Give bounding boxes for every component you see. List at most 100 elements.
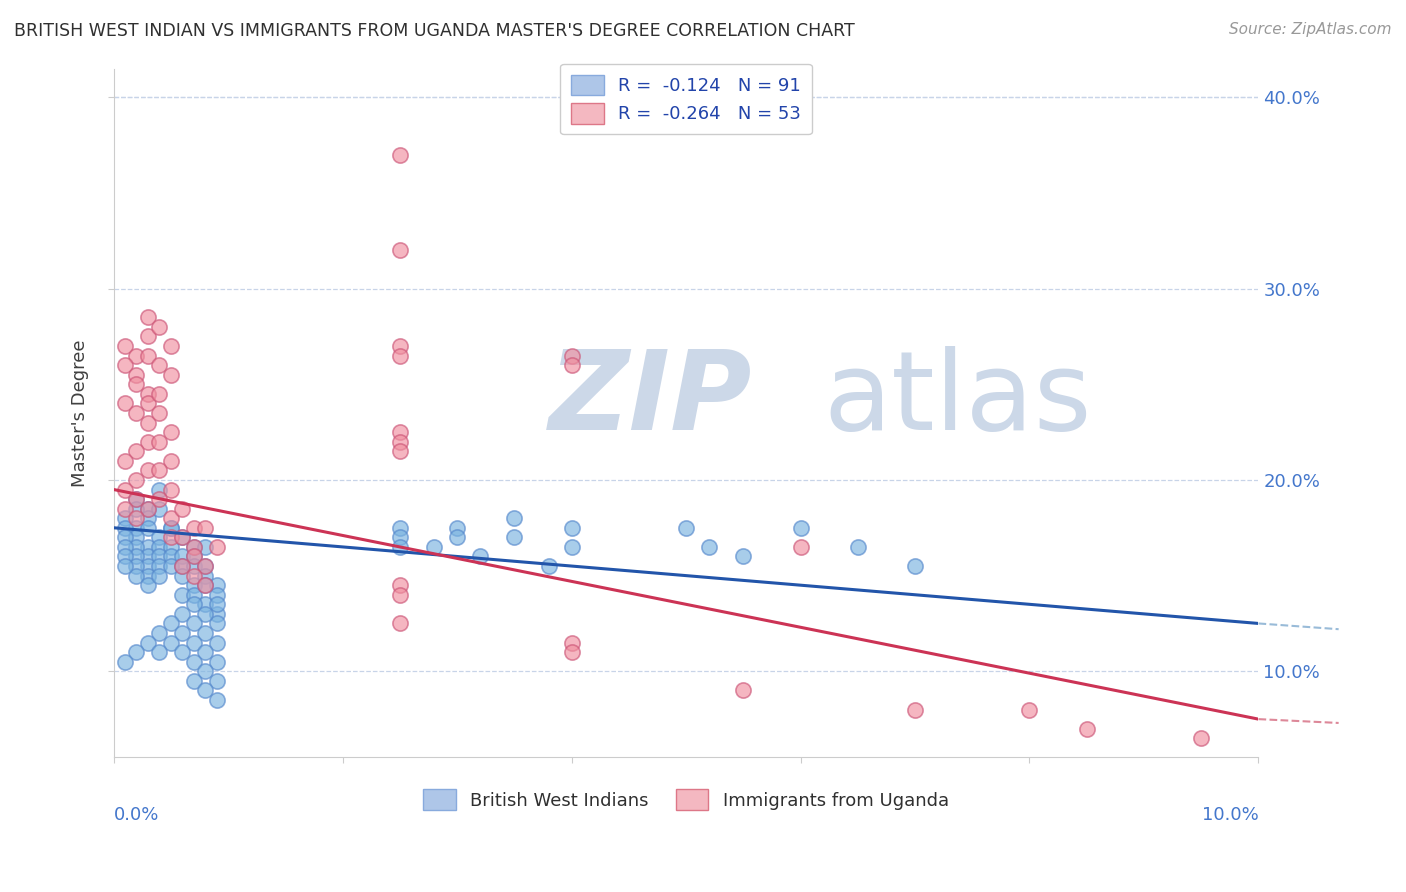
Point: [183, 559, 205, 574]
Point: [183, 655, 205, 669]
Point: [194, 559, 217, 574]
Point: [194, 540, 217, 554]
Point: [846, 540, 869, 554]
Point: [159, 616, 181, 631]
Point: [159, 549, 181, 564]
Point: [697, 540, 720, 554]
Point: [172, 530, 194, 544]
Point: [125, 530, 148, 544]
Point: [125, 559, 148, 574]
Point: [172, 530, 194, 544]
Point: [148, 319, 170, 334]
Point: [388, 434, 411, 449]
Point: [125, 540, 148, 554]
Point: [446, 530, 468, 544]
Point: [125, 511, 148, 525]
Point: [114, 559, 136, 574]
Point: [1018, 702, 1040, 716]
Point: [194, 665, 217, 679]
Point: [172, 568, 194, 582]
Point: [560, 645, 582, 659]
Point: [468, 549, 491, 564]
Point: [904, 702, 927, 716]
Point: [205, 616, 228, 631]
Point: [560, 521, 582, 535]
Point: [159, 521, 181, 535]
Point: [183, 540, 205, 554]
Point: [183, 597, 205, 611]
Legend: British West Indians, Immigrants from Uganda: British West Indians, Immigrants from Ug…: [416, 782, 956, 817]
Point: [205, 655, 228, 669]
Point: [114, 549, 136, 564]
Point: [205, 578, 228, 592]
Point: [1189, 731, 1212, 746]
Point: [148, 463, 170, 477]
Point: [194, 626, 217, 640]
Point: [205, 597, 228, 611]
Point: [114, 454, 136, 468]
Point: [194, 578, 217, 592]
Point: [183, 616, 205, 631]
Point: [114, 358, 136, 372]
Point: [388, 521, 411, 535]
Point: [172, 549, 194, 564]
Text: Source: ZipAtlas.com: Source: ZipAtlas.com: [1229, 22, 1392, 37]
Point: [789, 521, 811, 535]
Point: [503, 511, 526, 525]
Text: atlas: atlas: [824, 346, 1092, 452]
Point: [148, 540, 170, 554]
Point: [205, 693, 228, 707]
Point: [183, 568, 205, 582]
Point: [148, 358, 170, 372]
Point: [183, 588, 205, 602]
Point: [388, 147, 411, 161]
Point: [904, 559, 927, 574]
Point: [388, 244, 411, 258]
Point: [125, 491, 148, 506]
Point: [159, 521, 181, 535]
Point: [172, 645, 194, 659]
Point: [159, 511, 181, 525]
Text: BRITISH WEST INDIAN VS IMMIGRANTS FROM UGANDA MASTER'S DEGREE CORRELATION CHART: BRITISH WEST INDIAN VS IMMIGRANTS FROM U…: [14, 22, 855, 40]
Point: [388, 616, 411, 631]
Point: [205, 607, 228, 621]
Point: [183, 578, 205, 592]
Point: [194, 683, 217, 698]
Point: [159, 540, 181, 554]
Point: [125, 521, 148, 535]
Point: [205, 540, 228, 554]
Point: [136, 501, 159, 516]
Point: [136, 396, 159, 410]
Point: [503, 530, 526, 544]
Point: [148, 559, 170, 574]
Point: [125, 549, 148, 564]
Point: [136, 578, 159, 592]
Point: [125, 349, 148, 363]
Point: [159, 559, 181, 574]
Text: 10.0%: 10.0%: [1202, 805, 1258, 823]
Point: [136, 416, 159, 430]
Point: [446, 521, 468, 535]
Point: [183, 673, 205, 688]
Point: [194, 578, 217, 592]
Point: [136, 387, 159, 401]
Point: [388, 444, 411, 458]
Point: [148, 387, 170, 401]
Point: [114, 396, 136, 410]
Y-axis label: Master's Degree: Master's Degree: [72, 339, 89, 487]
Point: [183, 521, 205, 535]
Point: [148, 549, 170, 564]
Point: [148, 530, 170, 544]
Point: [172, 626, 194, 640]
Point: [194, 597, 217, 611]
Point: [183, 540, 205, 554]
Point: [388, 588, 411, 602]
Point: [388, 540, 411, 554]
Point: [205, 673, 228, 688]
Point: [172, 501, 194, 516]
Point: [125, 368, 148, 382]
Point: [194, 559, 217, 574]
Point: [148, 434, 170, 449]
Point: [136, 434, 159, 449]
Point: [136, 521, 159, 535]
